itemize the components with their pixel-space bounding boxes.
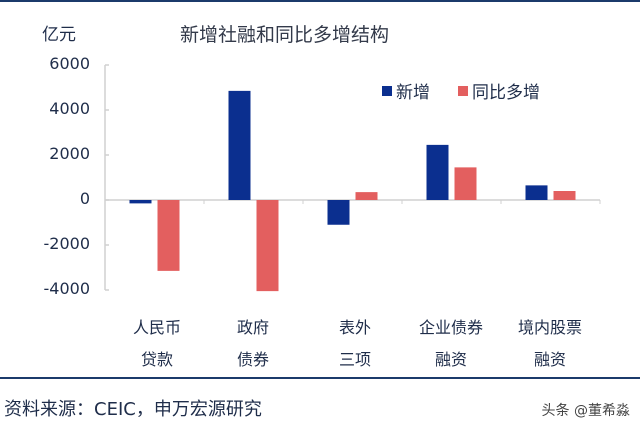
chart-title: 新增社融和同比多增结构 [180, 24, 390, 46]
category-label: 政府 债券 [236, 318, 269, 369]
legend-swatch [382, 85, 392, 96]
category-label: 境内股票 融资 [517, 318, 582, 369]
bar-new [426, 144, 449, 200]
legend: 新增 同比多增 [382, 78, 540, 103]
bar-yoy [256, 200, 279, 292]
bar-yoy [157, 200, 180, 271]
y-tick: 6000 [49, 54, 90, 73]
y-tick: 0 [79, 189, 90, 208]
category-label: 表外 三项 [338, 318, 371, 369]
bar-new [327, 200, 350, 225]
bottom-rule [0, 377, 640, 379]
legend-item-yoy: 同比多增 [458, 78, 540, 103]
bar-new [129, 200, 152, 204]
y-tick: -2000 [43, 234, 91, 253]
category-label: 企业债券 融资 [418, 318, 483, 369]
watermark: 头条 @董希淼 [541, 403, 630, 419]
bar-new [228, 90, 251, 200]
category-label: 人民币 贷款 [132, 318, 181, 369]
source-note: 资料来源：CEIC，申万宏源研究 [4, 399, 262, 420]
y-axis-unit: 亿元 [42, 25, 76, 45]
bar-yoy [454, 167, 477, 200]
bar-yoy [553, 191, 576, 200]
top-rule [0, 0, 640, 2]
bar-new [525, 185, 548, 200]
y-tick: -4000 [43, 279, 91, 298]
legend-swatch [458, 85, 468, 96]
bar-yoy [355, 192, 378, 200]
y-tick: 2000 [49, 144, 90, 163]
y-tick: 4000 [49, 99, 90, 118]
legend-item-new: 新增 [382, 78, 430, 103]
